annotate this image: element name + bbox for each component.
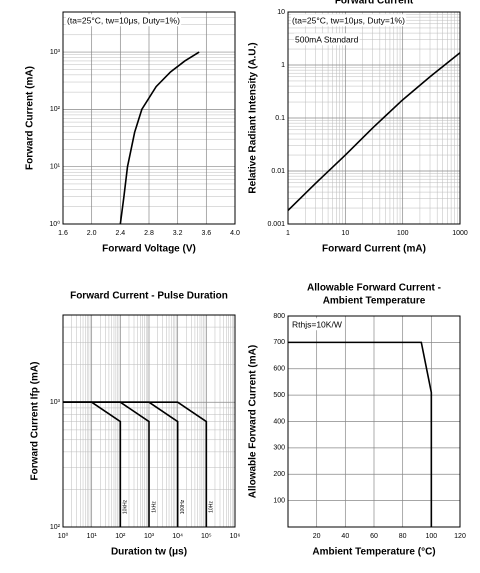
data-line — [288, 341, 433, 527]
y-tick-label: 10⁰ — [49, 220, 60, 228]
data-line — [63, 401, 208, 527]
annotation-bg — [294, 33, 360, 46]
x-tick-label: 1000 — [452, 230, 468, 237]
annotation-bg — [291, 14, 407, 27]
x-tick-label: 120 — [454, 533, 466, 540]
x-tick-label: 2.0 — [87, 230, 97, 237]
y-tick-label: 10¹ — [50, 164, 61, 171]
y-axis-label: Relative Radiant Intensity (A.U.) — [248, 42, 259, 193]
chart-panel: 10² 10³ 10⁰ 10¹ 10² 10³ 10⁴ 10⁵ 10⁶ 10kHz 1kHz 100H… — [30, 291, 241, 558]
x-tick-label: 10⁵ — [201, 533, 212, 540]
series-label: 1kHz — [151, 501, 157, 513]
y-tick-label: 10 — [277, 9, 285, 16]
y-axis-label: Forward Current (mA) — [25, 66, 36, 170]
annotation: Rthjs=10K/W — [292, 319, 342, 329]
y-axis-label: Allowable Forward Current (mA) — [248, 345, 259, 498]
y-tick-label: 10² — [50, 524, 61, 531]
chart-panel: 100 200 300 400 500 600 700 800 20 40 60 80 100 120 Rt… — [248, 283, 466, 558]
x-axis-label: Forward Voltage (V) — [102, 244, 196, 255]
data-line — [119, 51, 200, 225]
x-axis-label: Ambient Temperature (°C) — [312, 547, 435, 558]
annotation: (ta=25°C, tw=10μs, Duty=1%) — [292, 15, 405, 25]
series-label: 10kHz — [123, 499, 129, 514]
x-tick-label: 1 — [286, 230, 290, 237]
x-tick-label: 10³ — [144, 533, 155, 540]
x-tick-label: 2.8 — [144, 230, 154, 237]
x-tick-label: 4.0 — [230, 230, 240, 237]
x-tick-label: 40 — [341, 533, 349, 540]
x-tick-label: 10⁴ — [172, 533, 183, 540]
annotation: (ta=25°C, tw=10μs, Duty=1%) — [67, 15, 180, 25]
y-tick-label: 200 — [273, 471, 285, 478]
y-tick-label: 1 — [281, 62, 285, 69]
plot-frame — [62, 11, 236, 225]
x-axis-label: Forward Current (mA) — [322, 244, 426, 255]
y-tick-label: 500 — [273, 392, 285, 399]
y-tick-label: 10³ — [50, 399, 61, 406]
y-tick-label: 0.1 — [275, 115, 285, 122]
series-label: 10Hz — [209, 501, 215, 513]
chart-panel: 10⁰ 10¹ 10² 10³ 1.6 2.0 2.4 2.8 3.2 3.6 4.0 (ta=25°… — [25, 11, 240, 255]
x-tick-label: 20 — [313, 533, 321, 540]
series-label: 100Hz — [180, 499, 186, 514]
y-tick-label: 600 — [273, 366, 285, 373]
y-tick-label: 400 — [273, 418, 285, 425]
x-tick-label: 1.6 — [58, 230, 68, 237]
y-tick-label: 800 — [273, 313, 285, 320]
y-tick-label: 100 — [273, 497, 285, 504]
x-axis-label: Duration tw (μs) — [111, 547, 187, 558]
chart-title: Ambient Temperature — [323, 296, 426, 307]
y-tick-label: 0.01 — [271, 168, 285, 175]
data-line — [287, 52, 461, 212]
x-tick-label: 10¹ — [87, 533, 98, 540]
y-tick-label: 0.001 — [267, 221, 285, 228]
x-tick-label: 100 — [425, 533, 437, 540]
y-axis-label: Forward Current Ifp (mA) — [30, 362, 41, 481]
x-tick-label: 10 — [341, 230, 349, 237]
y-tick-label: 10² — [50, 106, 61, 113]
y-tick-label: 700 — [273, 339, 285, 346]
x-tick-label: 10² — [115, 533, 126, 540]
chart-panel: 0.001 0.01 0.1 1 10 1 10 100 1000 (ta=25°C, tw=10… — [248, 0, 468, 255]
annotation: 500mA Standard — [295, 34, 359, 44]
x-tick-label: 3.2 — [173, 230, 183, 237]
x-tick-label: 3.6 — [201, 230, 211, 237]
y-tick-label: 10³ — [50, 49, 61, 56]
chart-title: Forward Current — [335, 0, 414, 7]
chart-title: Forward Current - Pulse Duration — [70, 291, 228, 302]
x-tick-label: 80 — [399, 533, 407, 540]
x-tick-label: 10⁰ — [58, 532, 69, 540]
annotation-bg — [291, 318, 343, 331]
x-tick-label: 2.4 — [115, 230, 125, 237]
y-tick-label: 300 — [273, 445, 285, 452]
plot-frame — [287, 315, 461, 528]
x-tick-label: 60 — [370, 533, 378, 540]
plot-frame — [287, 11, 461, 225]
annotation-bg — [66, 14, 182, 27]
x-tick-label: 10⁶ — [230, 533, 241, 540]
chart-title: Allowable Forward Current - — [307, 283, 441, 294]
x-tick-label: 100 — [397, 230, 409, 237]
